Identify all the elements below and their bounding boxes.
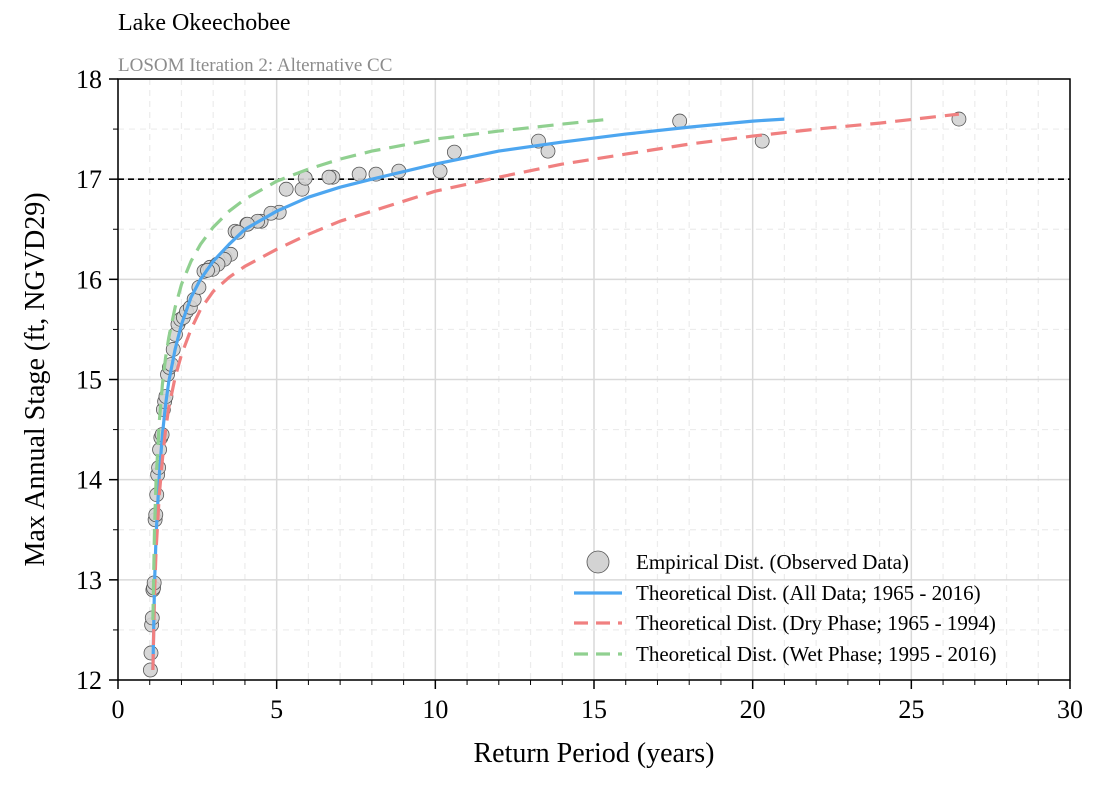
empirical-data-point — [672, 113, 688, 129]
legend-entry: Theoretical Dist. (Wet Phase; 1995 - 201… — [636, 642, 996, 666]
theoretical-curve-3 — [151, 117, 611, 620]
empirical-data-point — [351, 166, 367, 182]
y-tick-label: 17 — [76, 165, 102, 194]
x-tick-label: 0 — [112, 695, 125, 724]
x-tick-label: 5 — [270, 695, 283, 724]
x-tick-label: 10 — [422, 695, 448, 724]
empirical-data-point — [278, 181, 294, 197]
x-tick-label: 15 — [581, 695, 607, 724]
theoretical-curves — [151, 112, 960, 671]
x-tick-label: 25 — [898, 695, 924, 724]
axes: 0 5 10 15 20 25 30 12 13 14 15 16 17 18 — [76, 65, 1083, 724]
y-tick-label: 14 — [76, 466, 102, 495]
y-tick-label: 16 — [76, 265, 102, 294]
grid-lines — [117, 78, 1071, 681]
y-tick-label: 12 — [76, 666, 102, 695]
x-tick-label: 30 — [1057, 695, 1083, 724]
legend-entry: Empirical Dist. (Observed Data) — [636, 550, 909, 574]
empirical-data-point — [432, 163, 448, 179]
x-tick-label: 20 — [740, 695, 766, 724]
legend-entry: Theoretical Dist. (Dry Phase; 1965 - 199… — [636, 611, 996, 635]
theoretical-curve-2 — [151, 112, 960, 671]
y-tick-label: 18 — [76, 65, 102, 94]
chart-title: Lake Okeechobee — [118, 10, 291, 36]
legend: Empirical Dist. (Observed Data) Theoretic… — [574, 550, 996, 666]
y-tick-label: 13 — [76, 566, 102, 595]
empirical-data-point — [142, 662, 158, 678]
empirical-data-point — [321, 169, 337, 185]
y-axis-label: Max Annual Stage (ft, NGVD29) — [20, 192, 51, 566]
empirical-data-point — [230, 224, 246, 240]
empirical-data-point — [754, 133, 770, 149]
theoretical-curve-1 — [151, 117, 785, 671]
y-tick-label: 15 — [76, 366, 102, 395]
legend-entry: Theoretical Dist. (All Data; 1965 - 2016… — [636, 581, 981, 605]
legend-marker-empirical — [586, 550, 610, 574]
chart-subtitle: LOSOM Iteration 2: Alternative CC — [118, 55, 392, 76]
empirical-data-point — [446, 144, 462, 160]
x-axis-label: Return Period (years) — [473, 738, 714, 769]
empirical-data-point — [143, 645, 159, 661]
